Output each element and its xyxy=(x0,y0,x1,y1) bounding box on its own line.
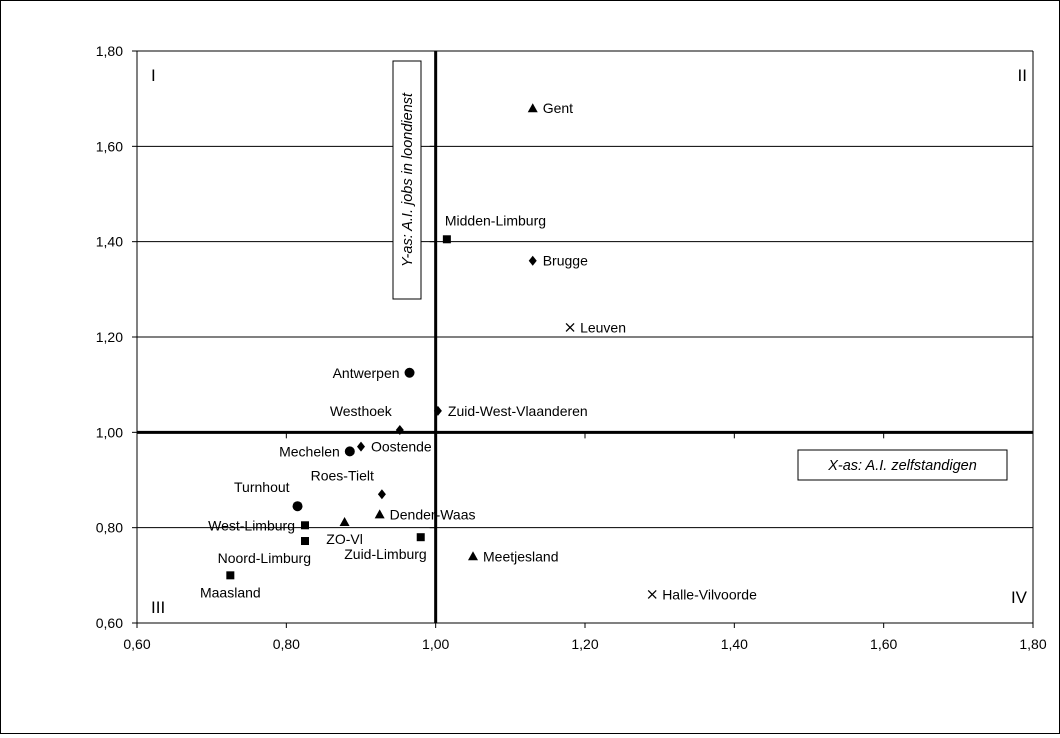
data-point xyxy=(442,235,451,244)
data-point xyxy=(565,323,575,332)
data-point xyxy=(339,516,350,526)
data-points: Gent Midden-Limburg Brugge Leuven Antwerpen W… xyxy=(200,100,757,602)
x-tick-label: 1,80 xyxy=(1019,636,1046,652)
data-point xyxy=(374,509,385,519)
x-tick-label: 0,60 xyxy=(123,636,150,652)
y-tick-label: 1,40 xyxy=(96,234,123,250)
point-label: Brugge xyxy=(543,253,588,269)
data-point xyxy=(404,367,415,378)
y-tick-label: 1,20 xyxy=(96,329,123,345)
data-point xyxy=(416,533,425,542)
quadrant-label: II xyxy=(1018,66,1027,85)
point-label: Zuid-West-Vlaanderen xyxy=(448,403,588,419)
y-tick-label: 1,60 xyxy=(96,138,123,154)
x-tick-label: 1,20 xyxy=(571,636,598,652)
y-axis-title: Y-as: A.I. jobs in loondienst xyxy=(400,92,416,267)
point-label: Dender-Waas xyxy=(390,506,476,522)
point-label: Gent xyxy=(543,100,573,116)
point-label: Turnhout xyxy=(234,479,290,495)
point-label: Antwerpen xyxy=(333,365,400,381)
point-label: Roes-Tielt xyxy=(311,467,374,483)
point-label: Zuid-Limburg xyxy=(344,546,426,562)
y-tick-label: 1,00 xyxy=(96,424,123,440)
point-label: Oostende xyxy=(371,439,432,455)
y-tick-label: 1,80 xyxy=(96,43,123,59)
y-tick-label: 0,80 xyxy=(96,520,123,536)
quadrant-label: IV xyxy=(1011,588,1028,607)
data-point xyxy=(292,501,303,512)
data-point xyxy=(528,255,537,266)
data-point xyxy=(344,446,355,457)
point-label: Leuven xyxy=(580,319,626,335)
data-point xyxy=(433,405,442,416)
point-label: Mechelen xyxy=(279,443,340,459)
tick-labels: 0,60 0,80 1,00 1,20 1,40 1,60 1,80 0,60 0,80 1,00… xyxy=(96,43,1047,652)
x-tick-label: 1,60 xyxy=(870,636,897,652)
data-point xyxy=(226,571,235,580)
point-label: Noord-Limburg xyxy=(218,550,311,566)
point-label: Halle-Vilvoorde xyxy=(662,586,757,602)
x-axis-title: X-as: A.I. zelfstandigen xyxy=(827,458,977,474)
point-label: Maasland xyxy=(200,584,261,600)
data-point xyxy=(377,489,386,500)
point-label: West-Limburg xyxy=(208,517,295,533)
data-point xyxy=(301,521,309,530)
point-label: Midden-Limburg xyxy=(445,212,546,228)
data-point xyxy=(527,103,538,113)
data-point xyxy=(395,424,404,435)
gridlines xyxy=(137,50,1033,624)
data-point xyxy=(468,551,478,561)
point-label: ZO-Vl xyxy=(326,531,363,547)
y-axis-title-box xyxy=(392,60,422,300)
data-point xyxy=(647,589,657,599)
x-axis-title-box xyxy=(797,449,1008,481)
axis-titles: X-as: A.I. zelfstandigen Y-as: A.I. jobs … xyxy=(392,60,1008,481)
point-label: Meetjesland xyxy=(483,548,559,564)
x-tick-label: 0,80 xyxy=(273,636,300,652)
data-point xyxy=(301,537,309,546)
quadrant-label: III xyxy=(151,598,165,617)
x-tick-label: 1,00 xyxy=(422,636,449,652)
point-label: Westhoek xyxy=(330,403,393,419)
data-point xyxy=(357,441,365,452)
x-tick-label: 1,40 xyxy=(721,636,748,652)
quadrant-label: I xyxy=(151,66,156,85)
y-tick-label: 0,60 xyxy=(96,615,123,631)
